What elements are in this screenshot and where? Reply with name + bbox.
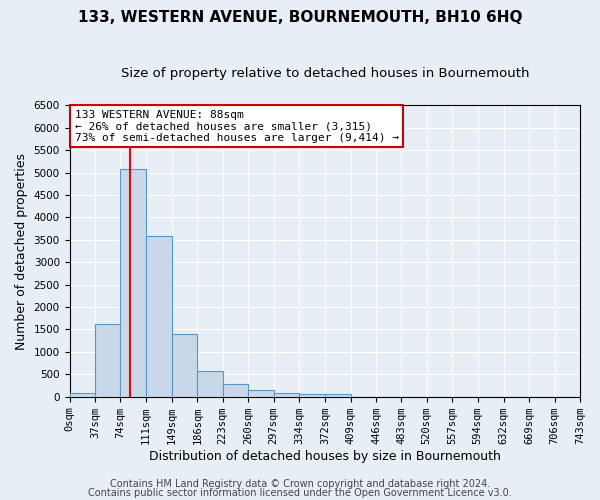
Bar [172, 334, 197, 396]
Bar [121, 169, 146, 396]
Bar [95, 324, 121, 396]
Bar [299, 394, 325, 396]
Text: Contains HM Land Registry data © Crown copyright and database right 2024.: Contains HM Land Registry data © Crown c… [110, 479, 490, 489]
Bar [325, 394, 350, 396]
Bar [223, 384, 248, 396]
Bar [70, 394, 95, 396]
Text: Contains public sector information licensed under the Open Government Licence v3: Contains public sector information licen… [88, 488, 512, 498]
Title: Size of property relative to detached houses in Bournemouth: Size of property relative to detached ho… [121, 68, 529, 80]
Bar [274, 393, 299, 396]
Bar [248, 390, 274, 396]
Bar [197, 371, 223, 396]
Text: 133, WESTERN AVENUE, BOURNEMOUTH, BH10 6HQ: 133, WESTERN AVENUE, BOURNEMOUTH, BH10 6… [78, 10, 522, 25]
Text: 133 WESTERN AVENUE: 88sqm
← 26% of detached houses are smaller (3,315)
73% of se: 133 WESTERN AVENUE: 88sqm ← 26% of detac… [74, 110, 398, 143]
Bar [146, 236, 172, 396]
X-axis label: Distribution of detached houses by size in Bournemouth: Distribution of detached houses by size … [149, 450, 501, 462]
Y-axis label: Number of detached properties: Number of detached properties [15, 152, 28, 350]
